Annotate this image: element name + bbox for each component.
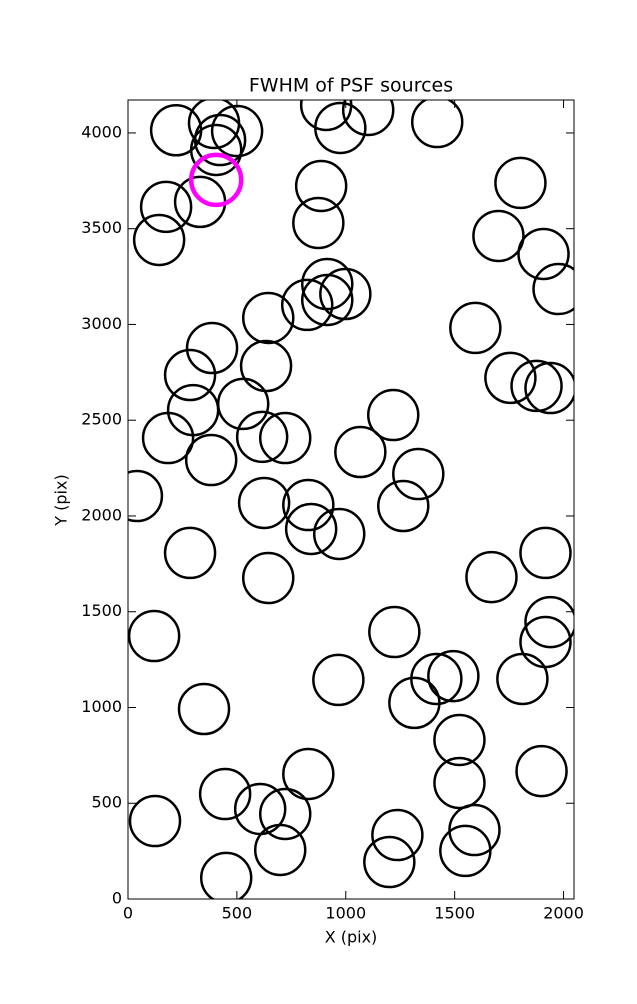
psf-source (237, 476, 291, 530)
psf-source (312, 507, 366, 561)
y-tick-label: 3000 (81, 314, 122, 333)
psf-source (312, 653, 365, 707)
psf-source (128, 794, 182, 848)
psf-source (301, 273, 354, 327)
x-tick-label: 1000 (325, 904, 366, 923)
psf-source (139, 180, 193, 234)
psf-source (193, 113, 247, 167)
psf-source (166, 383, 220, 437)
psf-source (388, 676, 441, 730)
y-tick-label: 2500 (81, 410, 122, 429)
x-tick-label: 500 (222, 904, 253, 923)
psf-source (519, 615, 572, 669)
y-tick-label: 3500 (81, 218, 122, 237)
psf-source (472, 209, 525, 263)
psf-source (494, 156, 547, 210)
psf-source (163, 526, 217, 580)
psf-source (185, 321, 239, 375)
psf-source (515, 744, 568, 798)
y-tick-label: 500 (91, 793, 122, 812)
psf-source (235, 410, 289, 464)
psf-source (149, 104, 203, 157)
psf-source (510, 359, 563, 413)
psf-source (377, 479, 430, 533)
psf-source (189, 123, 243, 177)
psf-source (524, 595, 574, 649)
psf-source (433, 756, 486, 810)
psf-source (253, 823, 307, 877)
y-tick-label: 1500 (81, 601, 122, 620)
y-tick-label: 0 (112, 889, 122, 908)
psf-source (216, 377, 270, 431)
psf-source (371, 808, 424, 862)
psf-source (173, 175, 227, 229)
psf-source (368, 605, 421, 659)
psf-source (239, 339, 293, 393)
psf-source (163, 348, 217, 402)
psf-source (410, 100, 464, 149)
psf-source (439, 824, 492, 878)
psf-source (524, 361, 574, 415)
x-axis-label: X (pix) (325, 928, 378, 947)
psf-source (334, 425, 387, 479)
psf-source (363, 835, 416, 889)
psf-source (517, 227, 570, 281)
psf-source (198, 767, 252, 821)
psf-source (532, 262, 574, 316)
psf-source (241, 551, 295, 605)
x-tick-label: 1500 (434, 904, 475, 923)
psf-source (484, 351, 537, 405)
psf-source (141, 411, 195, 465)
y-tick-label: 1000 (81, 697, 122, 716)
psf-source (427, 649, 480, 703)
highlight-source (188, 152, 244, 208)
psf-source (341, 100, 395, 137)
psf-source (433, 713, 486, 767)
psf-source (199, 851, 253, 899)
psf-source (292, 196, 345, 250)
psf-source (301, 257, 354, 311)
psf-source (449, 301, 502, 355)
y-tick-label: 2000 (81, 505, 122, 524)
psf-source (282, 747, 335, 801)
psf-source (280, 278, 334, 332)
psf-source (184, 433, 238, 487)
psf-source (177, 682, 231, 736)
y-axis-label: Y (pix) (52, 474, 71, 526)
plot-frame (127, 99, 575, 900)
y-tick-label: 4000 (81, 122, 122, 141)
psf-source (294, 159, 348, 213)
x-tick-label: 2000 (543, 904, 584, 923)
psf-source (496, 652, 549, 706)
chart-title: FWHM of PSF sources (249, 75, 453, 97)
x-tick-label: 0 (123, 904, 133, 923)
psf-source (392, 447, 445, 501)
psf-source (132, 213, 186, 267)
psf-source (465, 550, 518, 604)
psf-source (314, 101, 367, 155)
psf-source (519, 526, 572, 580)
psf-source (128, 609, 181, 663)
psf-source (319, 267, 372, 321)
psf-source (448, 803, 501, 857)
psf-source (128, 469, 164, 523)
psf-source (366, 388, 420, 442)
psf-source (258, 787, 312, 841)
psf-source (241, 291, 295, 345)
psf-source (284, 502, 338, 556)
psf-source (258, 411, 312, 465)
psf-source (282, 478, 335, 532)
plot-marks (128, 100, 574, 899)
